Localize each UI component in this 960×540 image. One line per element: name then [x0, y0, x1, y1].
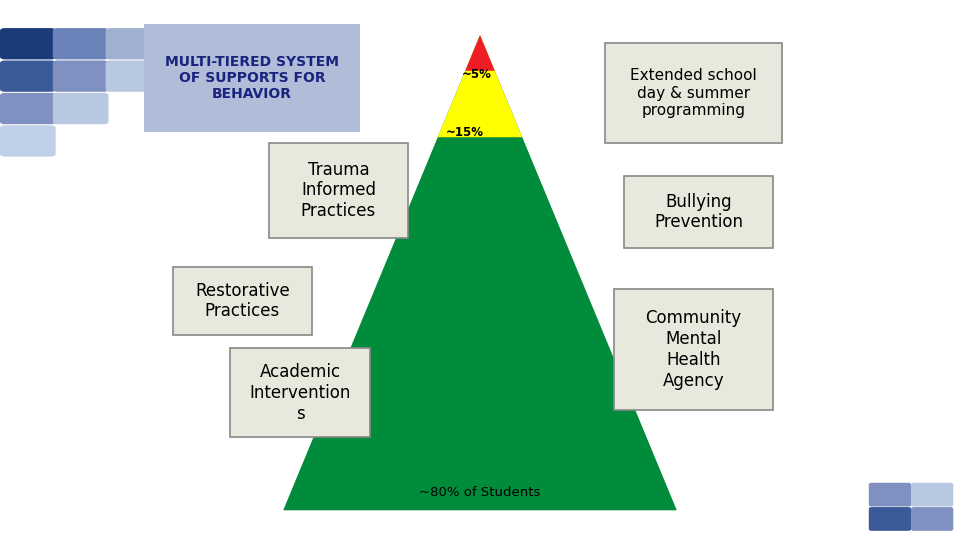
FancyBboxPatch shape	[53, 93, 108, 124]
FancyBboxPatch shape	[911, 507, 953, 531]
Text: ~5%: ~5%	[462, 68, 492, 81]
Text: Extended school
day & summer
programming: Extended school day & summer programming	[630, 68, 757, 118]
FancyBboxPatch shape	[269, 143, 408, 238]
Polygon shape	[466, 35, 494, 71]
FancyBboxPatch shape	[869, 483, 911, 507]
Text: Trauma
Informed
Practices: Trauma Informed Practices	[300, 160, 376, 220]
FancyBboxPatch shape	[0, 28, 56, 59]
Text: MULTI-TIERED SYSTEM
OF SUPPORTS FOR
BEHAVIOR: MULTI-TIERED SYSTEM OF SUPPORTS FOR BEHA…	[165, 55, 339, 102]
Text: ~80% of Students: ~80% of Students	[420, 486, 540, 499]
Text: Restorative
Practices: Restorative Practices	[195, 282, 290, 320]
Polygon shape	[283, 35, 677, 510]
FancyBboxPatch shape	[869, 507, 911, 531]
Polygon shape	[438, 35, 522, 137]
Text: ~15%: ~15%	[445, 126, 484, 139]
Text: Bullying
Prevention: Bullying Prevention	[654, 193, 743, 231]
FancyBboxPatch shape	[53, 28, 108, 59]
FancyBboxPatch shape	[53, 60, 108, 92]
FancyBboxPatch shape	[614, 289, 773, 410]
FancyBboxPatch shape	[106, 28, 161, 59]
FancyBboxPatch shape	[0, 125, 56, 157]
FancyBboxPatch shape	[605, 43, 782, 143]
FancyBboxPatch shape	[230, 348, 370, 437]
FancyBboxPatch shape	[911, 483, 953, 507]
FancyBboxPatch shape	[0, 60, 56, 92]
Text: Community
Mental
Health
Agency: Community Mental Health Agency	[645, 309, 742, 390]
FancyBboxPatch shape	[0, 93, 56, 124]
Text: Academic
Intervention
s: Academic Intervention s	[250, 363, 350, 423]
FancyBboxPatch shape	[106, 60, 161, 92]
FancyBboxPatch shape	[624, 176, 773, 248]
FancyBboxPatch shape	[173, 267, 312, 335]
FancyBboxPatch shape	[144, 24, 360, 132]
